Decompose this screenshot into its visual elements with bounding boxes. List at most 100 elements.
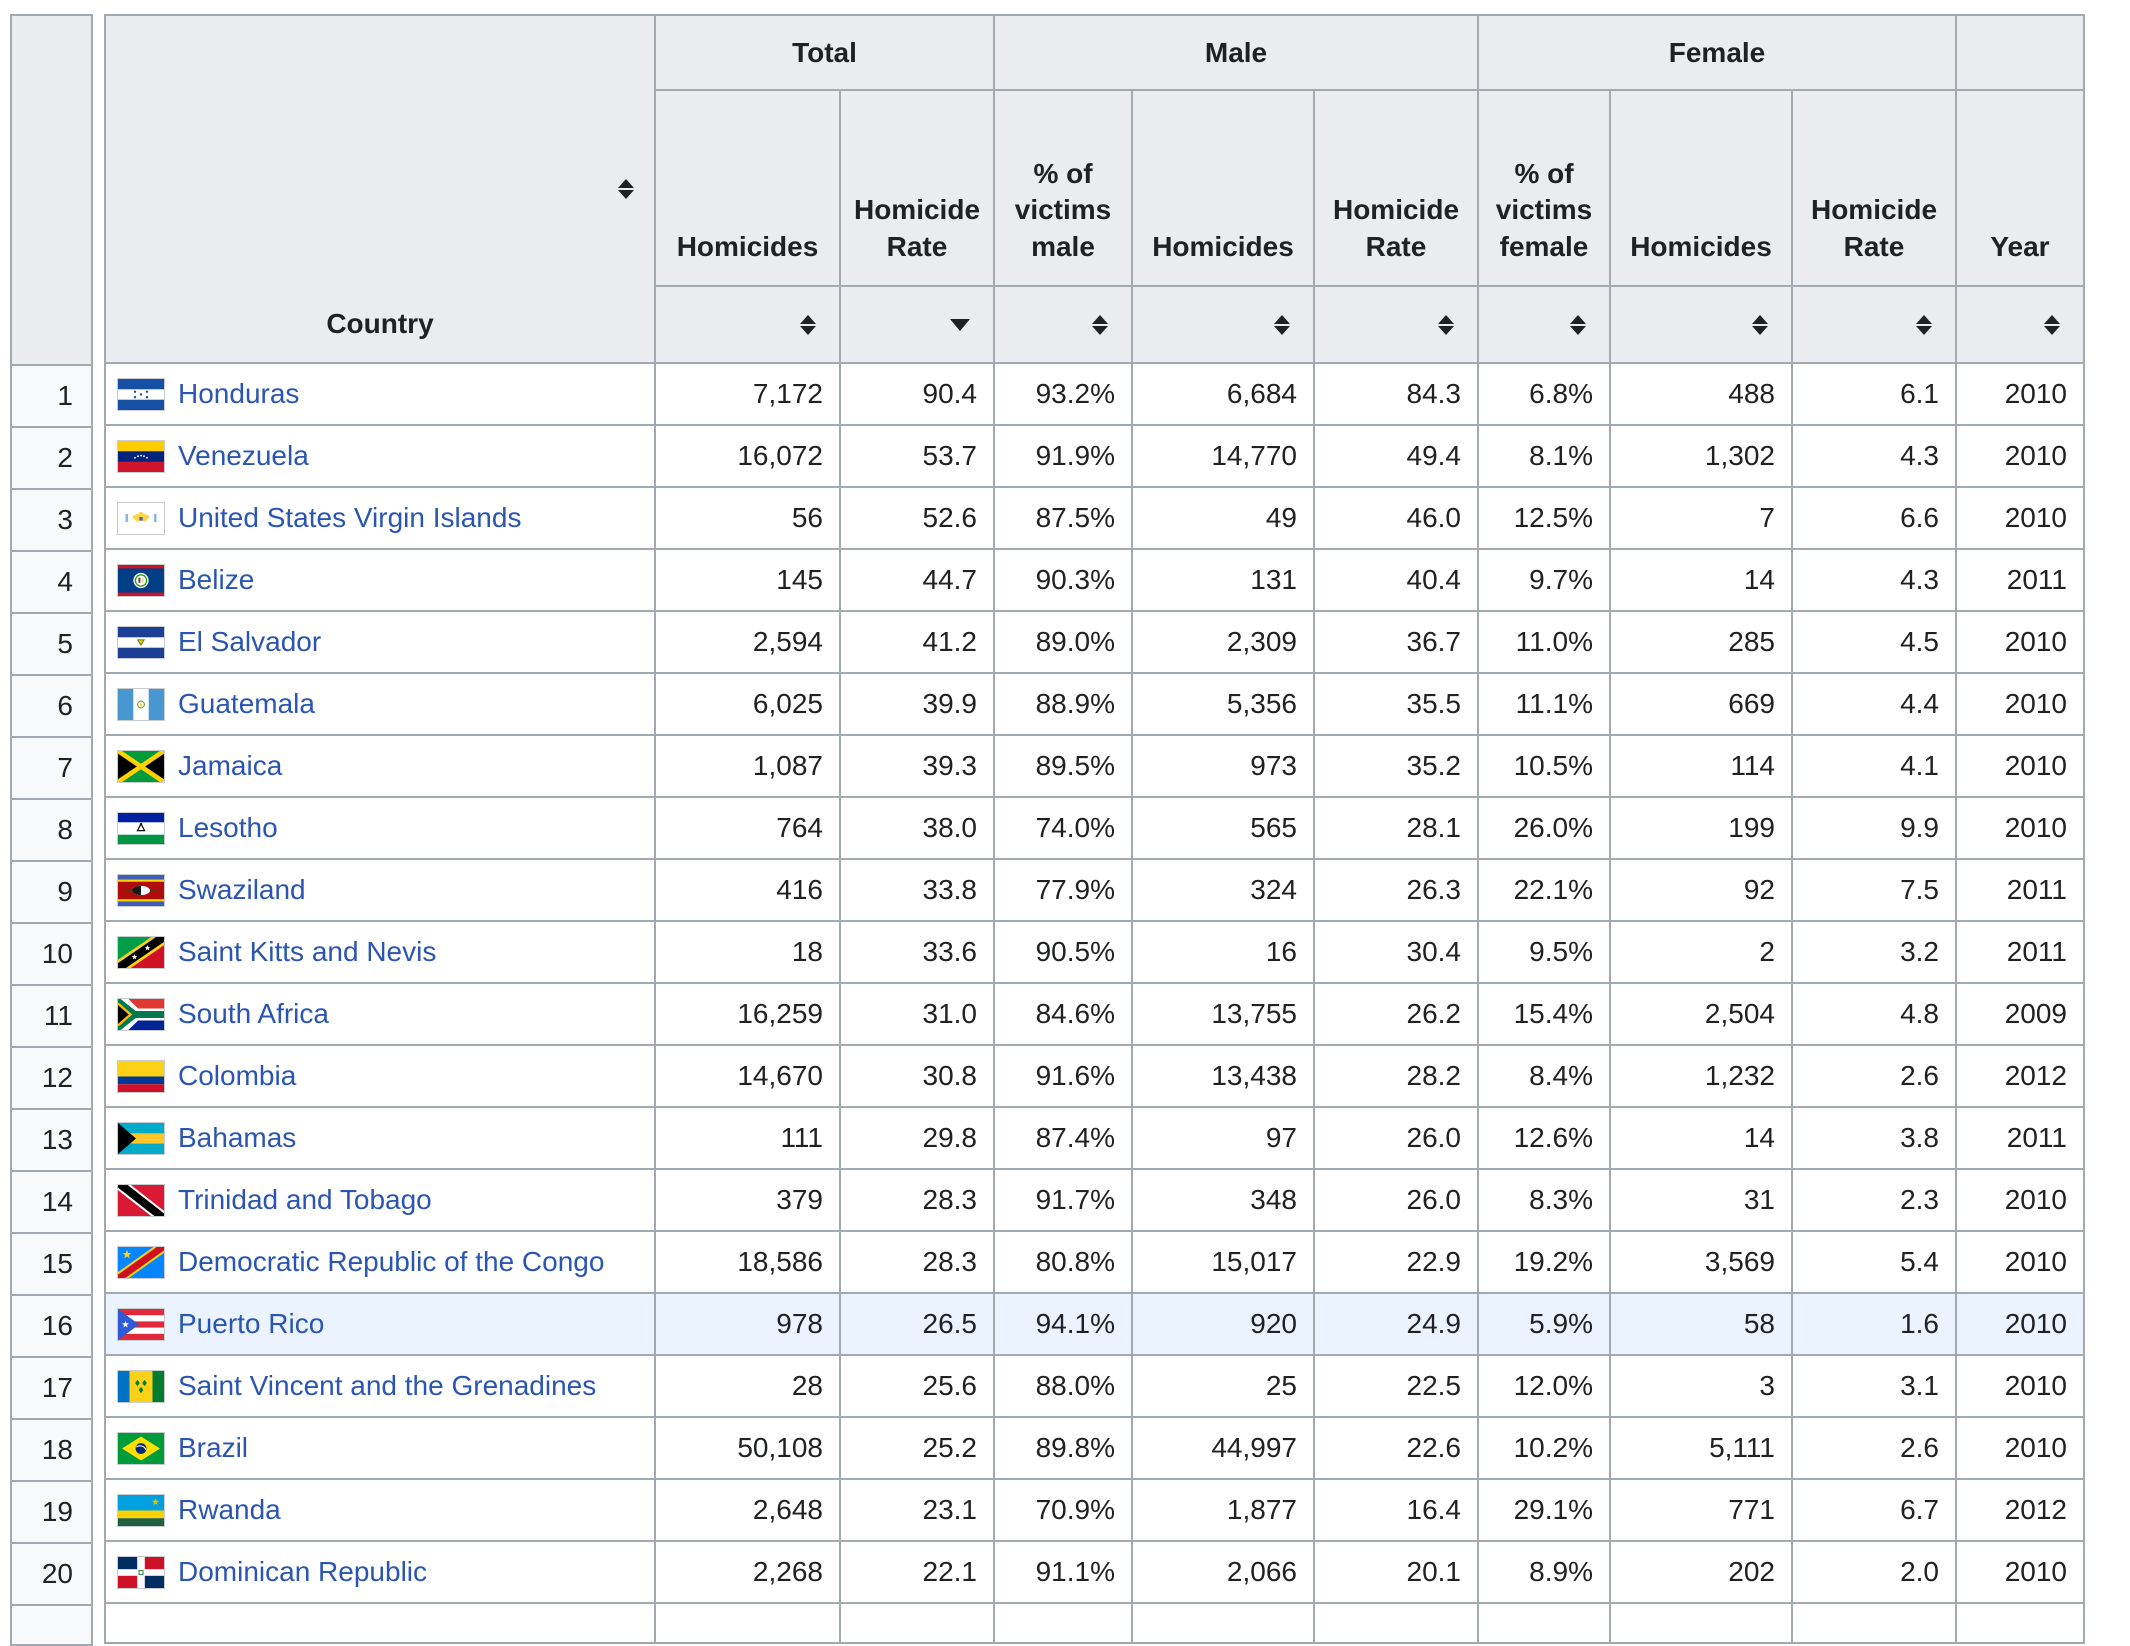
- row-number-cell: 16: [10, 1294, 93, 1358]
- country-link[interactable]: Belize: [178, 564, 255, 595]
- sort-both-icon[interactable]: [1570, 314, 1586, 335]
- sort-cell-0[interactable]: [654, 285, 841, 364]
- country-column-header[interactable]: Country: [104, 14, 656, 364]
- country-link[interactable]: Saint Kitts and Nevis: [178, 936, 437, 967]
- value-cell: 16.4: [1313, 1478, 1479, 1542]
- swaziland-flag-icon[interactable]: [118, 874, 164, 906]
- rwanda-flag-icon[interactable]: [118, 1494, 164, 1526]
- usvi-flag-icon[interactable]: [118, 502, 164, 534]
- sort-cell-6[interactable]: [1609, 285, 1793, 364]
- country-link[interactable]: Honduras: [178, 378, 300, 409]
- sort-both-icon[interactable]: [1274, 314, 1290, 335]
- sort-cell-3[interactable]: [1131, 285, 1315, 364]
- value-cell: 10.5%: [1477, 734, 1611, 798]
- sort-cell-1[interactable]: [839, 285, 995, 364]
- value-cell: 2011: [1955, 858, 2085, 922]
- sort-cell-5[interactable]: [1477, 285, 1611, 364]
- sort-both-icon[interactable]: [800, 314, 816, 335]
- value-cell: 28.2: [1313, 1044, 1479, 1108]
- column-header-1[interactable]: Homicide Rate: [839, 89, 995, 287]
- column-header-0[interactable]: Homicides: [654, 89, 841, 287]
- country-link[interactable]: El Salvador: [178, 626, 322, 657]
- sort-both-icon[interactable]: [1092, 314, 1108, 335]
- column-header-8[interactable]: Year: [1955, 89, 2085, 287]
- sort-cell-4[interactable]: [1313, 285, 1479, 364]
- table-row: Trinidad and Tobago 379 28.3 91.7% 348 26.0 8.…: [104, 1168, 2085, 1232]
- column-header-2[interactable]: % of victims male: [993, 89, 1133, 287]
- sort-cell-8[interactable]: [1955, 285, 2085, 364]
- country-link[interactable]: Dominican Republic: [178, 1556, 428, 1587]
- row-number-row: 19: [10, 1480, 93, 1544]
- country-link[interactable]: Rwanda: [178, 1494, 281, 1525]
- value-cell: 14,770: [1131, 424, 1315, 488]
- saint-vincent-flag-icon[interactable]: [118, 1370, 164, 1402]
- value-cell: 33.8: [839, 858, 995, 922]
- row-number-row: 18: [10, 1418, 93, 1482]
- value-cell: 2011: [1955, 920, 2085, 984]
- row-number-cell: 10: [10, 922, 93, 986]
- value-cell: 978: [654, 1292, 841, 1356]
- bahamas-flag-icon[interactable]: [118, 1122, 164, 1154]
- table-row: Venezuela 16,072 53.7 91.9% 14,770 49.4 8.1% 1,…: [104, 424, 2085, 488]
- brazil-flag-icon[interactable]: [118, 1432, 164, 1464]
- value-cell: 2011: [1955, 548, 2085, 612]
- dominican-flag-icon[interactable]: [118, 1556, 164, 1588]
- jamaica-flag-icon[interactable]: [118, 750, 164, 782]
- sort-both-icon[interactable]: [618, 179, 634, 199]
- value-cell: 131: [1131, 548, 1315, 612]
- sort-desc-icon[interactable]: [950, 318, 970, 331]
- column-header-5[interactable]: % of victims female: [1477, 89, 1611, 287]
- country-link[interactable]: Venezuela: [178, 440, 309, 471]
- country-link[interactable]: Swaziland: [178, 874, 306, 905]
- colombia-flag-icon[interactable]: [118, 1060, 164, 1092]
- country-link[interactable]: Bahamas: [178, 1122, 297, 1153]
- country-cell: Puerto Rico: [104, 1292, 656, 1356]
- saint-kitts-flag-icon[interactable]: [118, 936, 164, 968]
- sort-both-icon[interactable]: [2044, 314, 2060, 335]
- sort-both-icon[interactable]: [1752, 314, 1768, 335]
- el-salvador-flag-icon[interactable]: [118, 626, 164, 658]
- sort-cell-7[interactable]: [1791, 285, 1957, 364]
- country-link[interactable]: Lesotho: [178, 812, 278, 843]
- lesotho-flag-icon[interactable]: [118, 812, 164, 844]
- country-link[interactable]: Colombia: [178, 1060, 297, 1091]
- sort-cell-2[interactable]: [993, 285, 1133, 364]
- belize-flag-icon[interactable]: [118, 564, 164, 596]
- row-number-header: [10, 14, 93, 366]
- country-link[interactable]: Guatemala: [178, 688, 315, 719]
- honduras-flag-icon[interactable]: [118, 378, 164, 410]
- value-cell: 5.4: [1791, 1230, 1957, 1294]
- country-link[interactable]: Saint Vincent and the Grenadines: [178, 1370, 597, 1401]
- table-row: Guatemala 6,025 39.9 88.9% 5,356 35.5 11.1% 669…: [104, 672, 2085, 736]
- value-cell: 15.4%: [1477, 982, 1611, 1046]
- country-link[interactable]: Trinidad and Tobago: [178, 1184, 432, 1215]
- country-link[interactable]: Puerto Rico: [178, 1308, 325, 1339]
- south-africa-flag-icon[interactable]: [118, 998, 164, 1030]
- column-header-7[interactable]: Homicide Rate: [1791, 89, 1957, 287]
- venezuela-flag-icon[interactable]: [118, 440, 164, 472]
- value-cell: 84.6%: [993, 982, 1133, 1046]
- column-header-row: Homicides Homicide Rate% of victims male H…: [105, 89, 2085, 287]
- guatemala-flag-icon[interactable]: [118, 688, 164, 720]
- column-header-6[interactable]: Homicides: [1609, 89, 1793, 287]
- country-link[interactable]: South Africa: [178, 998, 329, 1029]
- country-link[interactable]: United States Virgin Islands: [178, 502, 522, 533]
- puerto-rico-flag-icon[interactable]: [118, 1308, 164, 1340]
- value-cell: 285: [1609, 610, 1793, 674]
- value-cell: 1.6: [1791, 1292, 1957, 1356]
- row-number-row: 1: [10, 364, 93, 428]
- country-link[interactable]: Jamaica: [178, 750, 283, 781]
- country-header-label: Country: [326, 308, 434, 339]
- sort-both-icon[interactable]: [1438, 314, 1454, 335]
- row-number-row: 9: [10, 860, 93, 924]
- trinidad-flag-icon[interactable]: [118, 1184, 164, 1216]
- country-link[interactable]: Democratic Republic of the Congo: [178, 1246, 605, 1277]
- country-link[interactable]: Brazil: [178, 1432, 249, 1463]
- sort-both-icon[interactable]: [1916, 314, 1932, 335]
- value-cell: 2010: [1955, 734, 2085, 798]
- column-header-4[interactable]: Homicide Rate: [1313, 89, 1479, 287]
- drc-flag-icon[interactable]: [118, 1246, 164, 1278]
- value-cell: 28.1: [1313, 796, 1479, 860]
- value-cell: 80.8%: [993, 1230, 1133, 1294]
- column-header-3[interactable]: Homicides: [1131, 89, 1315, 287]
